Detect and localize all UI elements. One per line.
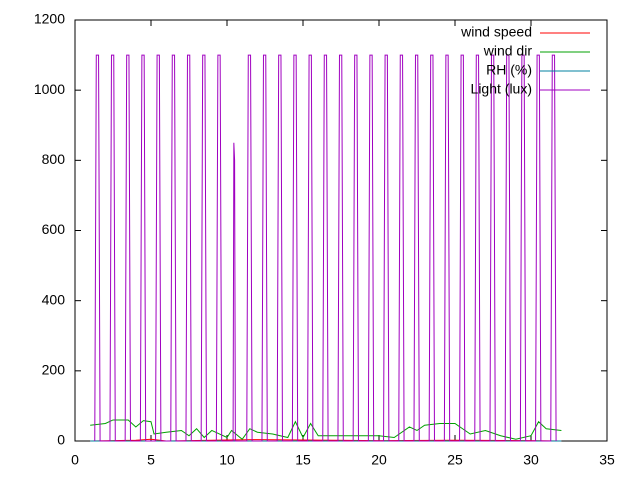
y-tick-label: 1000 (34, 81, 65, 97)
legend-label: wind dir (483, 43, 533, 59)
x-tick-label: 10 (219, 452, 235, 468)
y-tick-label: 800 (42, 151, 66, 167)
x-tick-label: 5 (147, 452, 155, 468)
legend-label: Light (lux) (471, 81, 532, 97)
x-tick-label: 0 (71, 452, 79, 468)
x-tick-label: 35 (599, 452, 615, 468)
series-line (94, 54, 557, 442)
x-tick-label: 15 (295, 452, 311, 468)
x-tick-label: 20 (371, 452, 387, 468)
y-tick-label: 400 (42, 291, 66, 307)
y-tick-label: 600 (42, 221, 66, 237)
x-tick-label: 25 (447, 452, 463, 468)
y-tick-label: 0 (57, 432, 65, 448)
x-tick-label: 30 (523, 452, 539, 468)
legend-label: wind speed (460, 24, 532, 40)
y-tick-label: 200 (42, 362, 66, 378)
legend-label: RH (%) (486, 62, 532, 78)
y-tick-label: 1200 (34, 11, 65, 27)
